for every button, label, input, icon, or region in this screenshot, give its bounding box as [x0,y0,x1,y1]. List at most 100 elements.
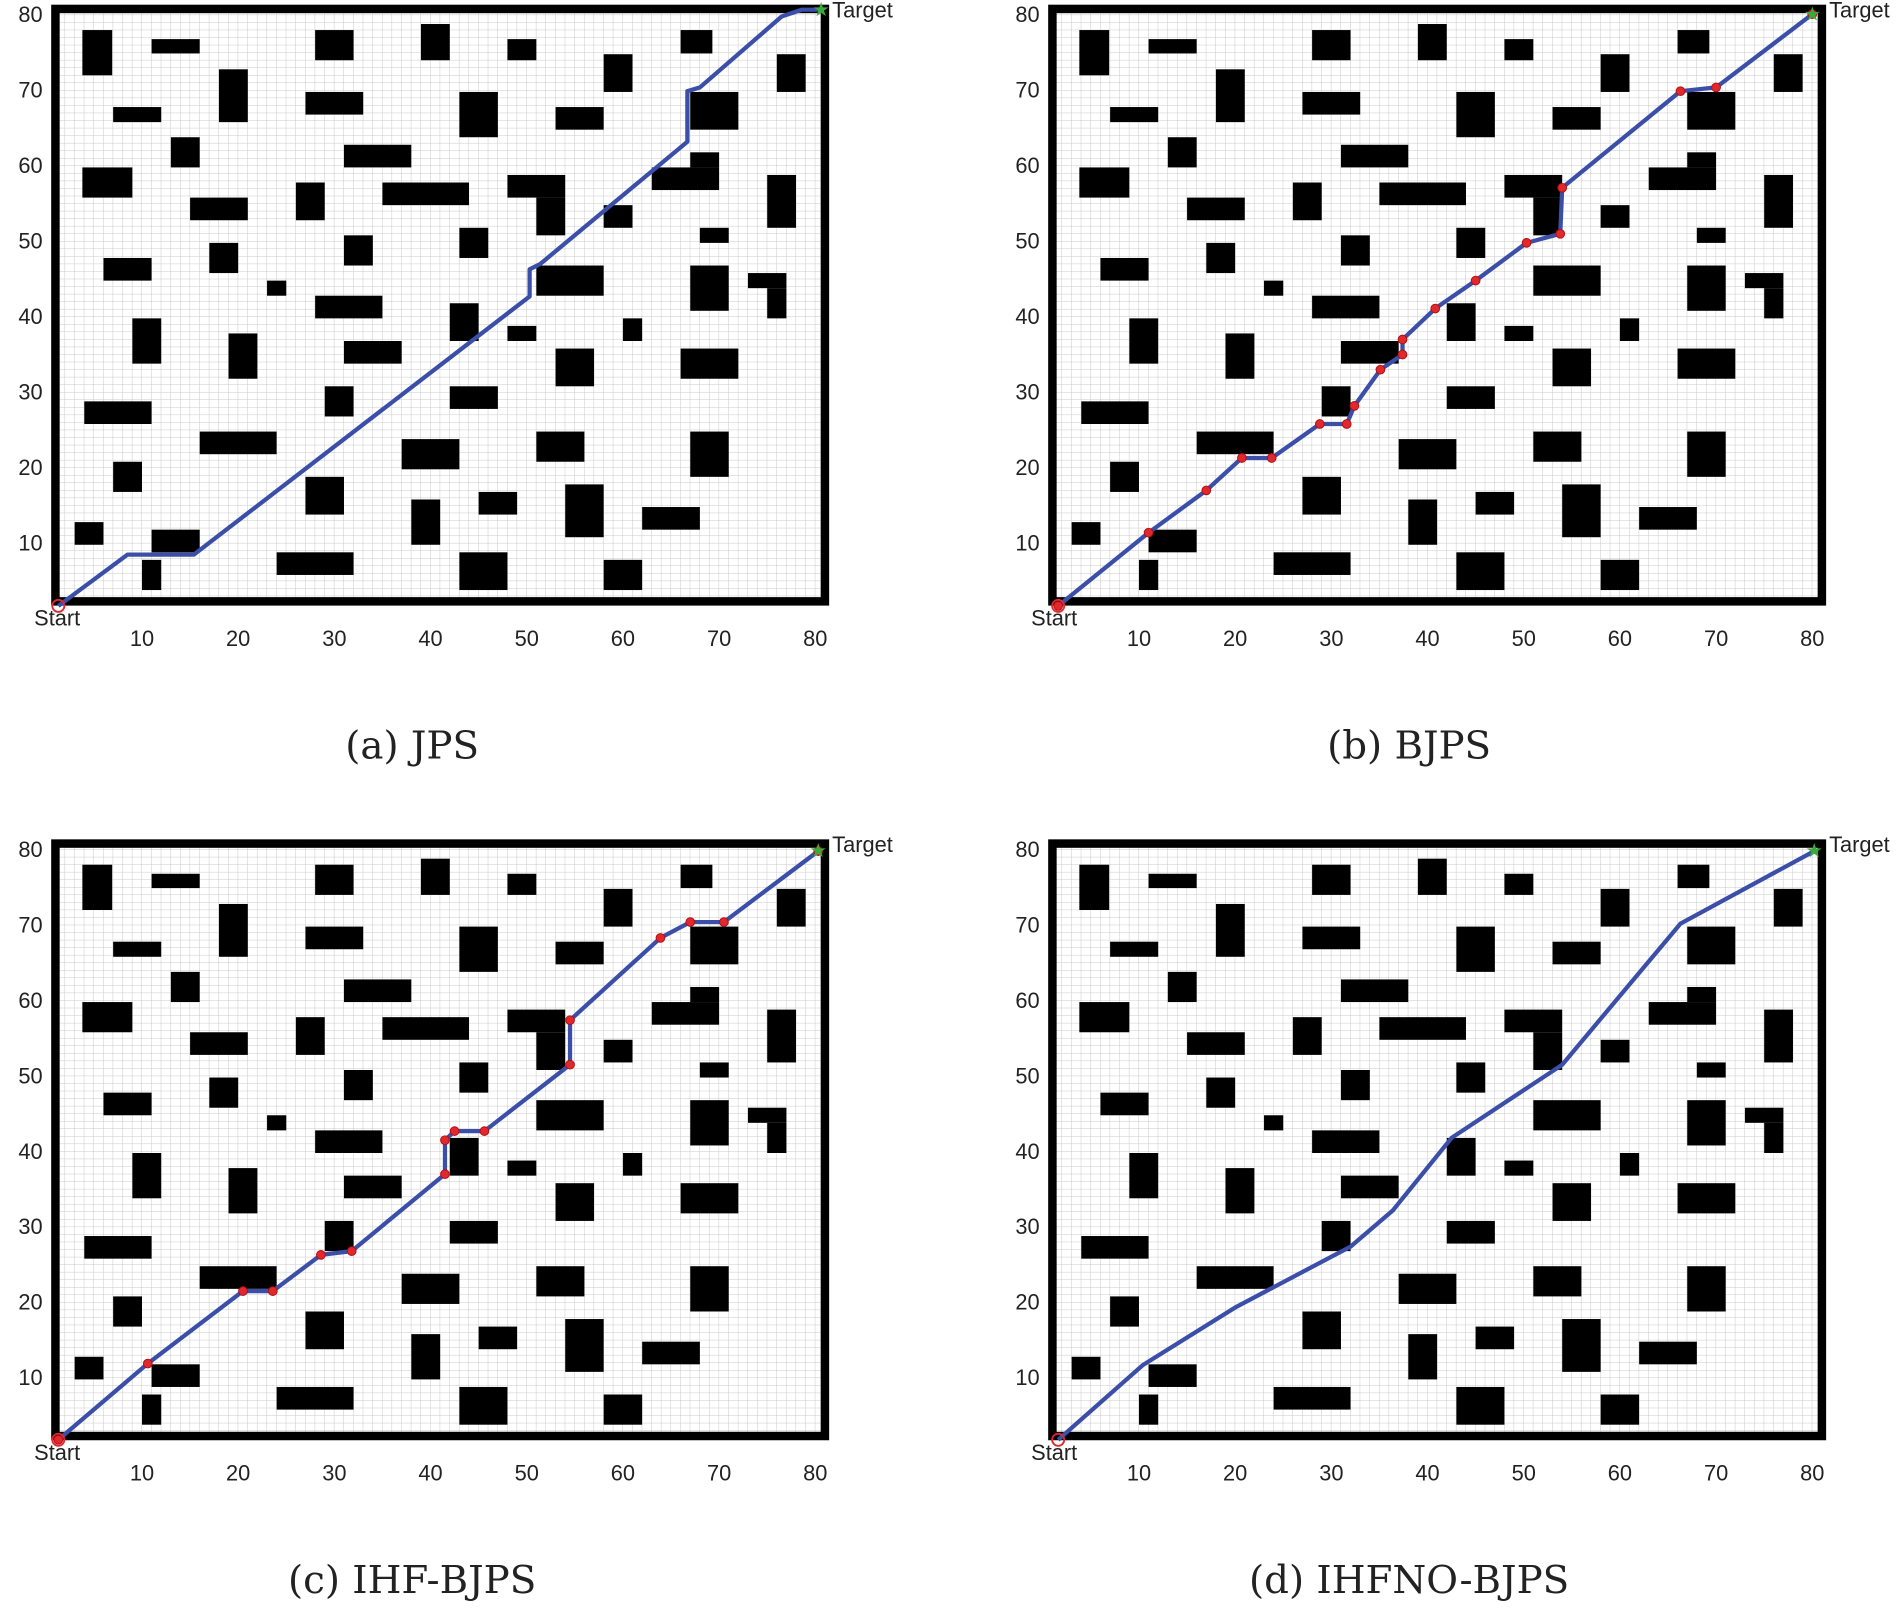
x-tick-label: 40 [418,1461,442,1486]
y-tick-label: 30 [18,1214,42,1239]
y-tick-label: 70 [1015,912,1039,937]
obstacle [343,144,412,168]
obstacle [1302,91,1361,115]
obstacle [228,333,258,379]
y-tick-label: 80 [18,837,42,862]
obstacle [536,431,585,462]
path-node [565,1059,575,1070]
obstacle [1677,30,1710,54]
obstacle [82,30,113,76]
obstacle [1302,926,1361,950]
obstacle [1110,941,1159,957]
obstacle [1110,461,1139,492]
obstacle [1456,91,1495,138]
obstacle [1379,182,1467,206]
obstacle [1408,499,1438,545]
start-point [1051,598,1066,613]
obstacle [565,1319,604,1372]
obstacle [1398,439,1457,470]
obstacle [199,431,277,455]
x-tick-label: 80 [1800,1461,1824,1486]
obstacle [267,280,287,296]
x-tick-label: 70 [1704,1461,1728,1486]
obstacle [1340,1069,1370,1101]
obstacle [276,552,354,575]
obstacle [1639,507,1697,530]
obstacle [767,1122,787,1154]
obstacle [1148,873,1197,889]
path-node [813,846,824,856]
obstacle [1456,552,1505,591]
obstacle [690,1266,729,1312]
x-tick-label: 20 [1223,1461,1247,1486]
start-label: Start [1031,1440,1077,1465]
x-tick-label: 60 [1608,1461,1632,1486]
obstacle [1148,39,1197,54]
obstacle [1129,1153,1159,1199]
obstacle [343,235,373,266]
obstacle [1340,235,1370,266]
path-node [1053,601,1064,611]
obstacle [690,986,720,1003]
obstacle [680,30,713,54]
obstacle [151,529,200,553]
obstacle [1552,941,1601,965]
obstacle [1533,197,1563,236]
x-tick-label: 70 [707,626,731,651]
obstacle [1475,1326,1515,1350]
path-node [440,1169,450,1179]
obstacle [228,1168,258,1214]
obstacle [507,39,537,61]
start-point [51,1432,66,1447]
y-tick-label: 60 [1015,988,1039,1013]
obstacle [82,167,133,198]
obstacle [411,499,441,545]
x-tick-label: 30 [1319,1461,1343,1486]
path-node [267,1286,278,1296]
obstacle [507,1160,537,1176]
obstacle [401,1273,460,1304]
obstacle [82,864,113,910]
x-tick-label: 60 [1608,626,1632,651]
obstacle [1196,1266,1274,1289]
start-point [51,598,66,613]
obstacle [478,1326,518,1350]
y-tick-label: 80 [1015,2,1039,27]
obstacle [1408,1334,1438,1380]
obstacle [651,167,720,191]
obstacle [555,1183,595,1221]
obstacle [507,1009,566,1033]
obstacle [1206,1077,1236,1108]
obstacle [82,1002,133,1033]
path-node [346,1246,357,1256]
obstacle [767,1009,797,1063]
y-tick-label: 30 [18,380,42,405]
obstacle [267,1115,287,1131]
obstacle [151,1364,200,1387]
obstacle [1302,476,1341,515]
y-tick-label: 70 [18,78,42,103]
obstacle [651,1002,720,1025]
obstacle [343,340,402,364]
path-line [56,849,820,1442]
obstacle [411,1334,441,1380]
obstacle [343,1175,402,1199]
y-tick-label: 20 [1015,1290,1039,1315]
obstacle [449,1220,498,1244]
x-tick-label: 70 [1704,626,1728,651]
obstacle [690,265,729,311]
obstacle [1079,30,1110,76]
obstacle [1677,348,1736,379]
x-tick-label: 40 [418,626,442,651]
obstacle [190,1032,248,1055]
y-tick-label: 70 [18,912,42,937]
obstacle [776,54,806,92]
x-tick-label: 80 [803,1461,827,1486]
y-tick-label: 40 [1015,304,1039,329]
path-node [1349,401,1360,411]
y-tick-label: 70 [1015,78,1039,103]
obstacle [1696,1062,1726,1078]
obstacle [1456,1386,1505,1425]
path-line [1056,849,1816,1442]
